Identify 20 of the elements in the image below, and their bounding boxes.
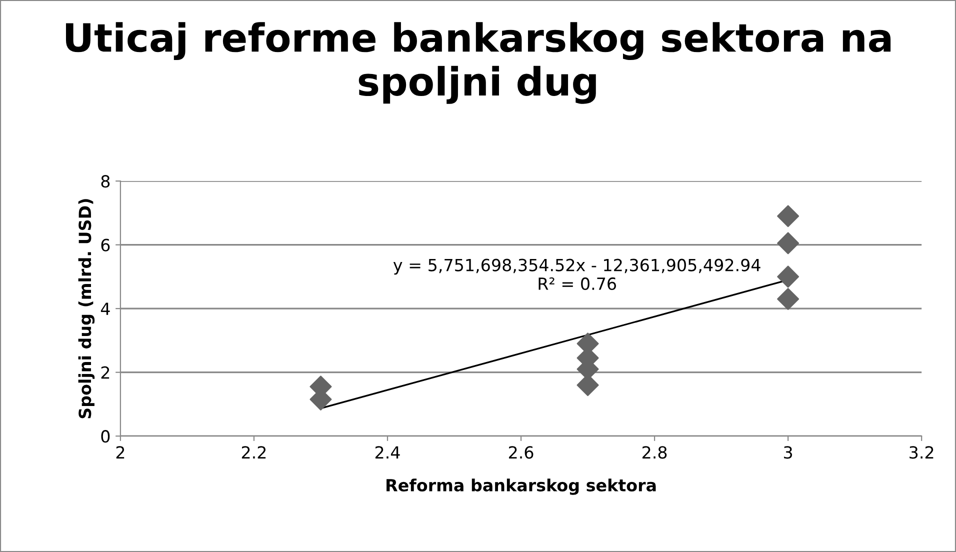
x-tick-label: 2 xyxy=(116,446,124,458)
x-tick-label: 3.2 xyxy=(910,446,934,459)
annotation: y = 5,751,698,354.52x - 12,361,905,492.94 R² = 0.76 xyxy=(393,258,760,290)
x-tick-label: 2.6 xyxy=(508,446,534,459)
x-axis-title: Reforma bankarskog sektora xyxy=(386,478,656,495)
y-tick-label: 8 xyxy=(101,175,110,188)
chart-title: Uticaj reforme bankarskog sektora na spoljni dug xyxy=(66,22,891,104)
point xyxy=(777,288,800,310)
point xyxy=(777,232,800,254)
x-tick-label: 2.2 xyxy=(242,446,266,458)
x-tick-label: 3 xyxy=(784,446,792,459)
y-tick-label: 0 xyxy=(101,430,110,443)
x-tick-label: 2.4 xyxy=(375,446,400,458)
y-tick-label: 4 xyxy=(100,302,110,315)
point xyxy=(777,205,800,228)
y-tick-label: 6 xyxy=(101,238,110,252)
y-tick-label: 2 xyxy=(101,366,110,379)
point xyxy=(777,266,800,288)
y-axis-title: Spoljni dug (mlrd. USD) xyxy=(78,199,95,418)
x-tick-label: 2.8 xyxy=(642,446,667,459)
